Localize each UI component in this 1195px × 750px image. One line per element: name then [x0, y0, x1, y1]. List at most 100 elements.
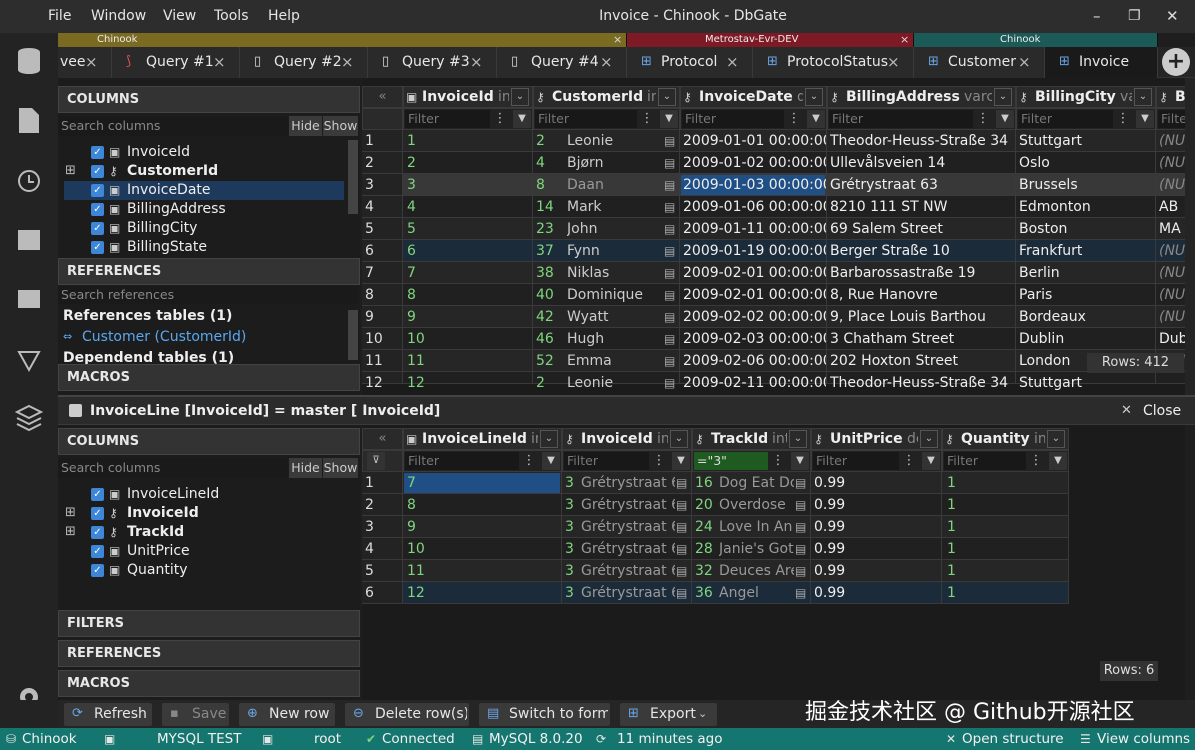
search-references[interactable]: Search references — [58, 286, 358, 304]
icon: ▤ — [676, 586, 688, 600]
checkbox[interactable]: ✓ — [91, 222, 104, 235]
filter-button[interactable]: ▼ — [660, 110, 678, 128]
cell-text: 38 — [536, 265, 554, 281]
show-button[interactable]: Show — [323, 458, 358, 478]
search-input[interactable]: Search columns — [58, 458, 288, 478]
header-dropdown[interactable]: ⌄ — [805, 88, 823, 106]
hide-button[interactable]: Hide — [289, 116, 322, 136]
filter-input[interactable]: Filter — [682, 110, 784, 128]
header-dropdown[interactable]: ⌄ — [511, 88, 529, 106]
show-button[interactable]: Show — [323, 116, 358, 136]
tab[interactable] — [1045, 47, 1158, 78]
tab[interactable] — [368, 47, 497, 78]
status-item[interactable]: View columns — [1097, 731, 1191, 747]
column-header[interactable] — [533, 86, 680, 108]
toolbar-button[interactable] — [345, 703, 469, 726]
cell-text: Stuttgart — [1019, 375, 1082, 391]
header-dropdown[interactable]: ⌄ — [789, 430, 807, 448]
reference-link[interactable]: Customer (CustomerId) — [82, 329, 247, 345]
cell-text: 24 — [695, 519, 713, 535]
menu-item[interactable]: Window — [91, 8, 147, 24]
add-tab[interactable]: + — [1162, 48, 1190, 76]
grid-cell — [1016, 328, 1156, 350]
column-header[interactable] — [403, 428, 562, 450]
column-header[interactable] — [827, 86, 1016, 108]
checkbox[interactable]: ✓ — [91, 564, 104, 577]
grid-cell — [403, 152, 533, 174]
toolbar-button[interactable] — [162, 703, 229, 726]
checkbox[interactable]: ✓ — [91, 184, 104, 197]
filter-input[interactable]: ="3" — [694, 452, 768, 470]
checkbox[interactable]: ✓ — [91, 165, 104, 178]
filter-input[interactable]: Filter — [1158, 110, 1192, 128]
tab[interactable] — [627, 47, 753, 78]
cell-text: 4 — [365, 199, 374, 215]
grid-cell — [533, 240, 680, 262]
checkbox[interactable]: ✓ — [91, 241, 104, 254]
filter-input[interactable]: Filter — [813, 452, 899, 470]
close-button[interactable]: Close — [1143, 403, 1182, 419]
header-dropdown[interactable]: ⌄ — [670, 430, 688, 448]
filter-button[interactable]: ▼ — [1136, 110, 1154, 128]
column-header[interactable] — [562, 428, 692, 450]
filter-button[interactable]: ▼ — [922, 452, 940, 470]
toolbar-button[interactable] — [479, 703, 610, 726]
column-header[interactable] — [692, 428, 811, 450]
filter-button[interactable]: ▼ — [542, 452, 560, 470]
search-input[interactable]: Search columns — [58, 116, 288, 136]
header-dropdown[interactable]: ⌄ — [540, 430, 558, 448]
filter-button[interactable]: ▼ — [1049, 452, 1067, 470]
header-dropdown[interactable]: ⌄ — [658, 88, 676, 106]
toolbar-button[interactable] — [620, 703, 717, 726]
grid-cell — [692, 494, 811, 516]
column-header[interactable] — [942, 428, 1069, 450]
checkbox[interactable]: ✓ — [91, 488, 104, 501]
tab[interactable] — [58, 47, 112, 78]
filter-input[interactable]: Filter — [405, 110, 490, 128]
toolbar-button[interactable] — [239, 703, 335, 726]
tab-group-label: Chinook — [97, 34, 138, 45]
checkbox[interactable]: ✓ — [91, 203, 104, 216]
filter-input[interactable]: Filter — [944, 452, 1026, 470]
tab[interactable] — [914, 47, 1045, 78]
header-dropdown[interactable]: ⌄ — [1047, 430, 1065, 448]
status-item[interactable]: Open structure — [962, 731, 1064, 747]
column-header[interactable] — [680, 86, 827, 108]
menu-item[interactable]: Tools — [214, 8, 249, 24]
menu-item[interactable]: Help — [268, 8, 300, 24]
checkbox[interactable]: ✓ — [91, 545, 104, 558]
filter-input[interactable]: Filter — [535, 110, 637, 128]
checkbox[interactable]: ✓ — [91, 146, 104, 159]
filter-button[interactable]: ▼ — [791, 452, 809, 470]
checkbox[interactable]: ✓ — [91, 526, 104, 539]
detail-header — [58, 397, 1195, 425]
checkbox[interactable]: ✓ — [91, 507, 104, 520]
filter-button[interactable]: ▼ — [996, 110, 1014, 128]
icon: ▤ — [664, 266, 676, 280]
filter-input[interactable]: Filter — [1018, 110, 1113, 128]
header-dropdown[interactable]: ⌄ — [994, 88, 1012, 106]
filter-button[interactable]: ▼ — [513, 110, 531, 128]
filter-button[interactable]: ▼ — [672, 452, 690, 470]
menu-item[interactable]: File — [48, 8, 72, 24]
filter-input[interactable]: Filter — [405, 452, 519, 470]
filter-input[interactable]: Filter — [564, 452, 649, 470]
tab[interactable] — [497, 47, 627, 78]
icon: ✕ — [1166, 7, 1179, 25]
column-header[interactable] — [811, 428, 942, 450]
hide-button[interactable]: Hide — [289, 458, 322, 478]
toolbar-button[interactable] — [64, 703, 152, 726]
filter-button[interactable]: ▼ — [807, 110, 825, 128]
icon: ▤ — [664, 244, 676, 258]
filter-input[interactable]: Filter — [829, 110, 973, 128]
icon: ▤ — [487, 706, 500, 721]
column-header[interactable] — [403, 86, 533, 108]
menu-item[interactable]: View — [163, 8, 197, 24]
tab[interactable] — [112, 47, 240, 78]
tab[interactable] — [240, 47, 368, 78]
header-dropdown[interactable]: ⌄ — [1134, 88, 1152, 106]
column-header[interactable] — [1016, 86, 1156, 108]
corner-filter-icon[interactable]: ⊽ — [367, 452, 385, 470]
header-dropdown[interactable]: ⌄ — [920, 430, 938, 448]
tab[interactable] — [753, 47, 914, 78]
